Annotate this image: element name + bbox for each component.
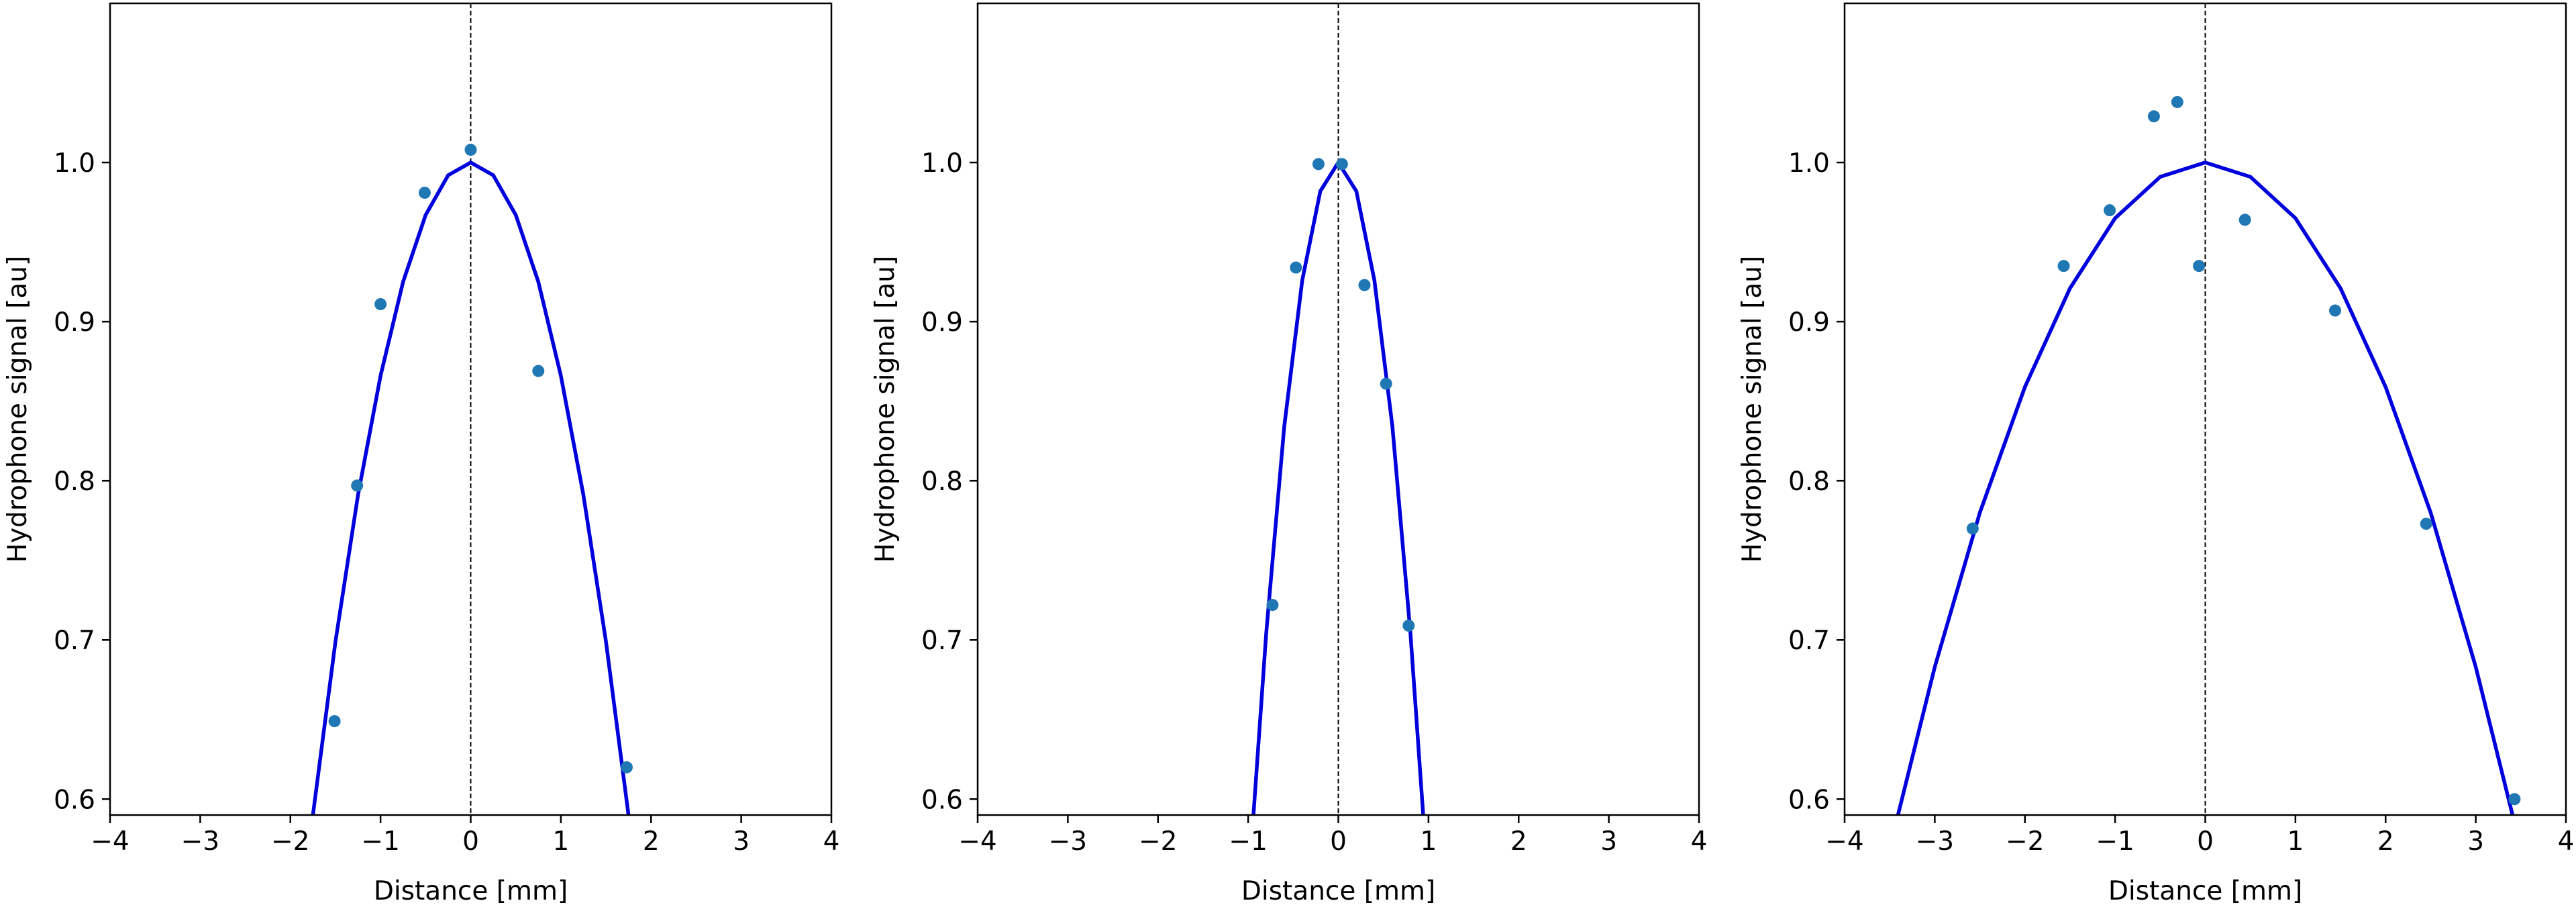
x-tick-label: −3 xyxy=(1916,826,1955,857)
y-tick-label: 0.9 xyxy=(1788,307,1830,338)
data-point xyxy=(2508,793,2521,806)
x-tick-label: −2 xyxy=(1139,826,1178,857)
data-point xyxy=(2193,260,2206,273)
y-tick-label: 0.8 xyxy=(1788,467,1830,497)
y-tick-label: 0.7 xyxy=(54,626,95,656)
x-tick-label: −3 xyxy=(181,826,220,857)
y-axis-label: Hydrophone signal [au] xyxy=(1737,256,1767,563)
y-tick-label: 0.6 xyxy=(1788,785,1830,815)
y-tick-label: 0.9 xyxy=(921,307,963,338)
data-point xyxy=(1312,158,1325,171)
y-tick-label: 0.7 xyxy=(921,626,963,656)
data-point xyxy=(2329,304,2341,317)
x-tick-label: −2 xyxy=(271,826,310,857)
data-point xyxy=(620,761,633,773)
x-tick-label: 3 xyxy=(1600,826,1617,857)
data-point xyxy=(1402,619,1415,632)
plot-area xyxy=(311,3,633,815)
data-point xyxy=(2238,213,2251,226)
x-tick-label: −1 xyxy=(2096,826,2134,857)
x-tick-label: 0 xyxy=(2197,826,2214,857)
data-point xyxy=(1290,261,1302,274)
plot-area xyxy=(1896,3,2521,815)
y-tick-label: 0.8 xyxy=(921,467,963,497)
x-tick-label: 2 xyxy=(643,826,660,857)
y-axis-label: Hydrophone signal [au] xyxy=(870,256,900,563)
y-tick-label: 0.7 xyxy=(1788,626,1830,656)
plot-area xyxy=(1251,3,1425,815)
x-tick-label: −4 xyxy=(1825,826,1864,857)
subplot: −4 −3 −2 −1 0 1 2 3 4 0.6 0.7 0.8 0.9 1.0 Distance [mm… xyxy=(3,2,840,906)
fit-curve xyxy=(311,160,631,815)
data-point xyxy=(1335,158,1348,171)
x-tick-label: 0 xyxy=(1330,826,1347,857)
data-point xyxy=(532,365,545,377)
fit-curve xyxy=(1896,160,2515,815)
y-tick-label: 1.0 xyxy=(921,148,963,179)
x-tick-label: −4 xyxy=(958,826,997,857)
x-tick-label: 0 xyxy=(462,826,479,857)
data-point xyxy=(328,715,341,728)
data-point xyxy=(2104,204,2116,217)
data-point xyxy=(351,479,364,492)
x-tick-label: 1 xyxy=(1420,826,1437,857)
x-tick-label: 1 xyxy=(552,826,569,857)
x-tick-label: 1 xyxy=(2287,826,2304,857)
x-tick-label: 3 xyxy=(2467,826,2484,857)
x-tick-label: −1 xyxy=(361,826,400,857)
subplot: −4 −3 −2 −1 0 1 2 3 4 0.6 0.7 0.8 0.9 1.0 Distance [mm… xyxy=(870,2,1708,906)
y-tick-label: 1.0 xyxy=(1788,148,1830,179)
data-point xyxy=(2057,260,2070,273)
data-point xyxy=(2147,110,2160,123)
y-tick-label: 0.8 xyxy=(54,467,95,497)
x-axis-label: Distance [mm] xyxy=(2108,876,2302,906)
y-tick-label: 0.9 xyxy=(54,307,95,338)
data-point xyxy=(1380,377,1392,390)
data-point xyxy=(1966,522,1979,535)
x-tick-label: 3 xyxy=(733,826,750,857)
x-tick-label: 4 xyxy=(823,826,840,857)
x-axis-label: Distance [mm] xyxy=(1241,876,1435,906)
y-axis-label: Hydrophone signal [au] xyxy=(3,256,33,563)
x-tick-label: 4 xyxy=(2558,826,2575,857)
x-tick-label: −2 xyxy=(2006,826,2045,857)
data-point xyxy=(418,187,431,199)
x-tick-label: −1 xyxy=(1229,826,1268,857)
x-tick-label: −4 xyxy=(91,826,130,857)
data-point xyxy=(2420,518,2432,530)
x-axis-label: Distance [mm] xyxy=(374,876,568,906)
y-tick-label: 0.6 xyxy=(54,785,95,815)
x-tick-label: 2 xyxy=(2377,826,2394,857)
x-tick-label: −3 xyxy=(1049,826,1088,857)
data-point xyxy=(464,144,477,156)
subplot: −4 −3 −2 −1 0 1 2 3 4 0.6 0.7 0.8 0.9 1.0 Distance [mm… xyxy=(1737,2,2575,906)
y-tick-label: 0.6 xyxy=(921,785,963,815)
data-point xyxy=(1358,279,1371,291)
data-point xyxy=(1266,599,1279,612)
data-point xyxy=(374,298,387,311)
x-tick-label: 4 xyxy=(1691,826,1708,857)
data-point xyxy=(2171,95,2183,108)
x-tick-label: 2 xyxy=(1510,826,1527,857)
y-tick-label: 1.0 xyxy=(54,148,95,179)
